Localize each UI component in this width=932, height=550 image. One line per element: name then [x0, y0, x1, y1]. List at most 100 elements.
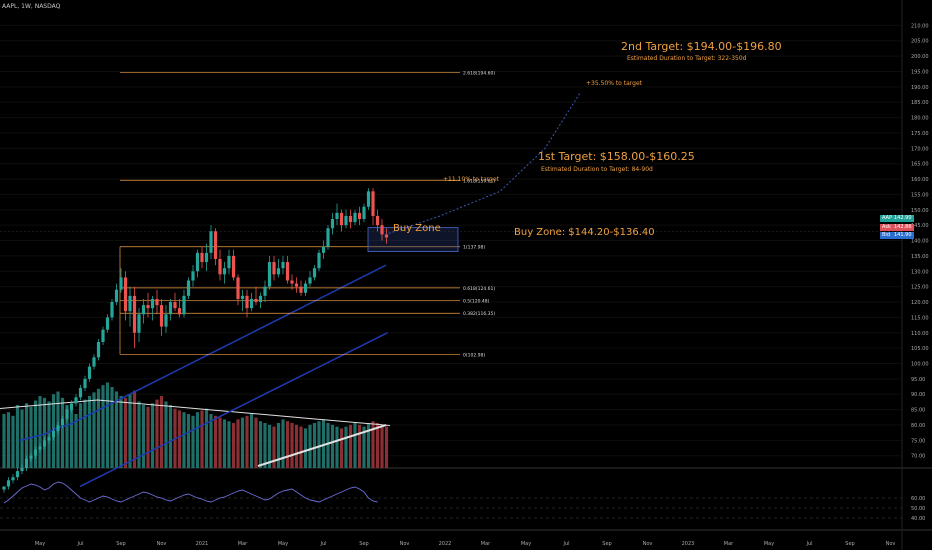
y-tick-label: 85.00: [911, 408, 925, 414]
x-tick-label: 2022: [439, 541, 452, 547]
volume-bar: [159, 396, 164, 468]
y-tick-label: 210.00: [911, 23, 929, 29]
volume-bar: [326, 423, 330, 468]
candle-body: [33, 449, 38, 456]
x-tick-label: Jul: [805, 541, 812, 547]
candle-body: [380, 225, 384, 235]
volume-bar: [276, 423, 281, 468]
candle-body: [357, 212, 362, 220]
candle-body: [240, 295, 245, 299]
volume-bar: [155, 399, 159, 468]
volume-bar: [2, 414, 6, 468]
volume-bar: [168, 405, 173, 468]
aapl-price-tag: 142.90: [892, 215, 914, 222]
volume-trend-line: [257, 424, 387, 467]
candle-body: [182, 295, 186, 315]
volume-bar: [249, 414, 254, 468]
volume-bar: [353, 423, 357, 468]
x-tick-label: Nov: [643, 541, 653, 547]
volume-bar: [335, 426, 339, 468]
volume-bar: [330, 424, 335, 468]
candle-body: [128, 295, 132, 312]
y-tick-label: 145.00: [911, 223, 929, 229]
target1-subtitle: Estimated Duration to Target: 84-90d: [541, 166, 653, 173]
volume-bar: [195, 412, 200, 468]
y-tick-label: 90.00: [911, 392, 925, 398]
y-tick-label: 105.00: [911, 346, 929, 352]
volume-bar: [344, 426, 348, 468]
fib-level-label: 0(102.98): [463, 352, 485, 358]
volume-bar: [267, 424, 272, 468]
y-tick-label: 120.00: [911, 300, 929, 306]
volume-bar: [141, 405, 146, 468]
y-tick-label: 130.00: [911, 269, 929, 275]
candle-body: [51, 431, 56, 438]
volume-bar: [191, 415, 195, 468]
volume-bar: [69, 408, 74, 468]
volume-bar: [146, 406, 150, 468]
x-tick-label: Sep: [116, 541, 125, 547]
x-tick-label: Sep: [602, 541, 611, 547]
volume-bar: [110, 387, 114, 468]
fib-level-label: 1.618(159.61): [463, 178, 495, 184]
candle-body: [123, 277, 128, 312]
x-tick-label: Jul: [562, 541, 569, 547]
y-tick-label: 100.00: [911, 361, 929, 367]
x-tick-label: Mar: [481, 541, 491, 547]
candle-body: [20, 468, 24, 472]
candle-body: [168, 302, 173, 315]
candle-body: [231, 255, 236, 278]
volume-bar: [204, 408, 209, 468]
volume-bar: [371, 421, 375, 468]
candle-body: [42, 440, 47, 447]
volume-bar: [290, 423, 294, 468]
candle-body: [366, 191, 371, 207]
candle-body: [308, 277, 312, 284]
volume-bar: [303, 428, 308, 468]
candle-body: [87, 366, 92, 379]
candle-body: [177, 308, 182, 315]
candle-body: [195, 252, 200, 272]
y-tick-label: 80.00: [911, 423, 925, 429]
volume-bar: [164, 401, 168, 468]
candle-body: [105, 317, 110, 330]
volume-bar: [87, 396, 92, 468]
candle-body: [258, 295, 263, 303]
candle-body: [96, 341, 101, 358]
x-tick-label: May: [764, 541, 774, 547]
target2-title: 2nd Target: $194.00-$196.80: [621, 40, 782, 53]
y-tick-label: 110.00: [911, 331, 929, 337]
y-tick-label: 205.00: [911, 39, 929, 45]
candle-body: [60, 418, 65, 425]
target2-subtitle: Estimated Duration to Target: 322-350d: [627, 55, 747, 62]
y-tick-label: 150.00: [911, 208, 929, 214]
buy-zone-box: [367, 227, 459, 253]
x-tick-label: 2023: [682, 541, 695, 547]
candle-body: [164, 314, 168, 327]
rsi-level-label: 60.00: [911, 496, 925, 502]
candle-body: [326, 228, 330, 247]
volume-bar: [114, 391, 119, 468]
candle-body: [173, 302, 177, 309]
target1-title: 1st Target: $158.00-$160.25: [538, 150, 695, 163]
y-tick-label: 95.00: [911, 377, 925, 383]
volume-bar: [240, 417, 245, 468]
candle-body: [150, 298, 155, 309]
candle-body: [371, 191, 375, 216]
candle-body: [317, 252, 321, 269]
ask-tag-name: Ask: [880, 224, 893, 231]
volume-bar: [38, 396, 42, 468]
x-tick-label: Jul: [319, 541, 326, 547]
volume-bar: [348, 424, 353, 468]
fib-level-label: 0.382(116.35): [463, 311, 495, 317]
candle-body: [348, 215, 353, 223]
candle-body: [263, 286, 267, 296]
volume-bar: [78, 403, 83, 468]
y-tick-label: 200.00: [911, 54, 929, 60]
volume-ma-line: [0, 399, 391, 426]
candle-body: [335, 212, 339, 220]
candle-body: [204, 252, 209, 263]
volume-bar: [236, 419, 240, 468]
volume-bar: [83, 399, 87, 468]
